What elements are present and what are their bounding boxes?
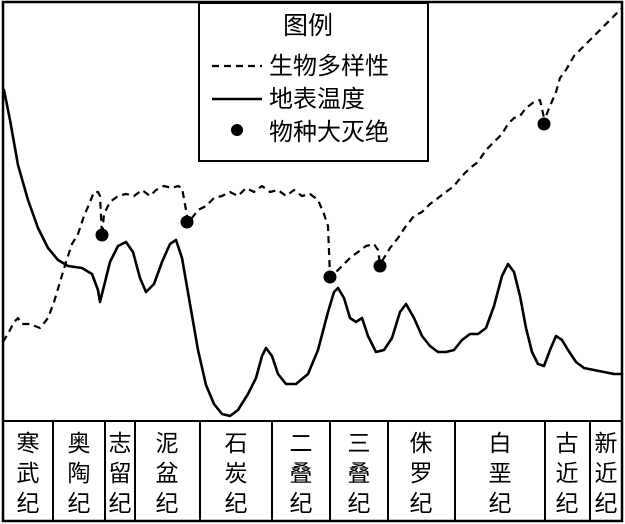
period-label-char: 盆 [156, 461, 179, 487]
period-label-char: 纪 [489, 491, 512, 517]
period-label-char: 纪 [109, 491, 132, 517]
period-label-char: 纪 [290, 491, 313, 517]
period-label-char: 纪 [595, 491, 618, 517]
period-label-char: 纪 [348, 491, 371, 517]
legend-label-biodiversity: 生物多样性 [269, 52, 389, 80]
period-label-char: 近 [595, 461, 618, 487]
biodiversity-curve [2, 7, 623, 343]
period-label-char: 叠 [348, 461, 371, 487]
period-label-char: 罗 [410, 461, 433, 487]
period-label-char: 寒 [17, 431, 40, 457]
period-label-char: 纪 [68, 491, 91, 517]
period-label-char: 纪 [410, 491, 433, 517]
period-label-char: 近 [556, 461, 579, 487]
period-label-char: 留 [109, 461, 132, 487]
mass-extinction-dot [323, 270, 337, 284]
period-label-char: 纪 [156, 491, 179, 517]
period-label-char: 奥 [68, 431, 91, 457]
mass-extinction-dot [180, 215, 194, 229]
period-label-char: 三 [348, 431, 371, 457]
period-label-char: 石 [225, 431, 248, 457]
period-label-char: 纪 [17, 491, 40, 517]
period-label-char: 侏 [410, 431, 433, 457]
period-label-char: 陶 [68, 461, 91, 487]
period-label-char: 垩 [489, 461, 512, 487]
period-label-char: 白 [489, 431, 512, 457]
legend-title: 图例 [283, 11, 333, 40]
period-label-char: 二 [290, 431, 313, 457]
period-label-char: 炭 [225, 461, 248, 487]
period-label-char: 新 [595, 431, 618, 457]
surface-temperature-curve [2, 88, 624, 418]
period-dividers [52, 421, 591, 521]
legend-label-temperature: 地表温度 [269, 85, 365, 113]
period-label-char: 志 [109, 431, 132, 457]
period-label-char: 泥 [156, 431, 179, 457]
legend-label-mass-extinction: 物种大灭绝 [269, 118, 389, 146]
mass-extinction-dot [537, 117, 551, 131]
period-label-char: 纪 [225, 491, 248, 517]
period-label-char: 叠 [290, 461, 313, 487]
extinction-markers [95, 117, 551, 284]
mass-extinction-dot [373, 259, 387, 273]
legend: 图例 生物多样性 地表温度 物种大灭绝 [198, 2, 429, 162]
period-label-char: 纪 [556, 491, 579, 517]
period-label-char: 武 [17, 461, 40, 487]
extinction-dot-swatch [231, 124, 243, 136]
mass-extinction-dot [95, 228, 109, 242]
period-label-char: 古 [556, 431, 579, 457]
